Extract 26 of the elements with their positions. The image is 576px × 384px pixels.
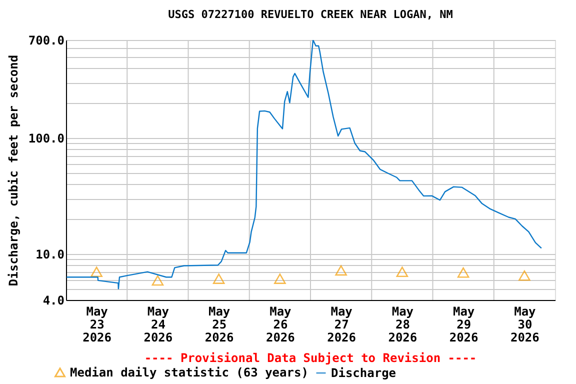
- point: [518, 270, 530, 281]
- y-tick-label: 700.0: [28, 34, 64, 48]
- legend-label: Median daily statistic (63 years): [70, 365, 308, 380]
- x-tick-label: May 24 2026: [144, 304, 173, 344]
- legend-label: Discharge: [331, 366, 396, 380]
- point: [90, 266, 102, 278]
- x-tick-label: May 27 2026: [327, 304, 356, 344]
- point: [212, 274, 225, 284]
- x-tick-label: May 29 2026: [449, 304, 478, 344]
- y-axis-title: Discharge, cubic feet per second: [6, 54, 20, 286]
- chart-title: USGS 07227100 REVUELTO CREEK NEAR LOGAN, NM: [168, 8, 454, 21]
- x-tick-label: May 23 2026: [82, 304, 112, 344]
- x-tick-label: May 26 2026: [266, 304, 295, 344]
- point: [335, 265, 347, 276]
- line-series: [66, 40, 542, 290]
- point: [396, 266, 408, 278]
- x-tick-label: May 30 2026: [510, 304, 540, 344]
- y-tick-label: 4.0: [42, 294, 64, 308]
- text: ---- Provisional Data Subject to Revision ----: [144, 351, 477, 365]
- point: [457, 267, 470, 278]
- y-tick-label: 10.0: [36, 247, 64, 262]
- y-tick-label: 100.0: [28, 131, 64, 146]
- x-tick-label: May 25 2026: [204, 304, 234, 344]
- x-tick-label: May 28 2026: [388, 304, 418, 344]
- point: [274, 274, 286, 284]
- point: [152, 275, 164, 286]
